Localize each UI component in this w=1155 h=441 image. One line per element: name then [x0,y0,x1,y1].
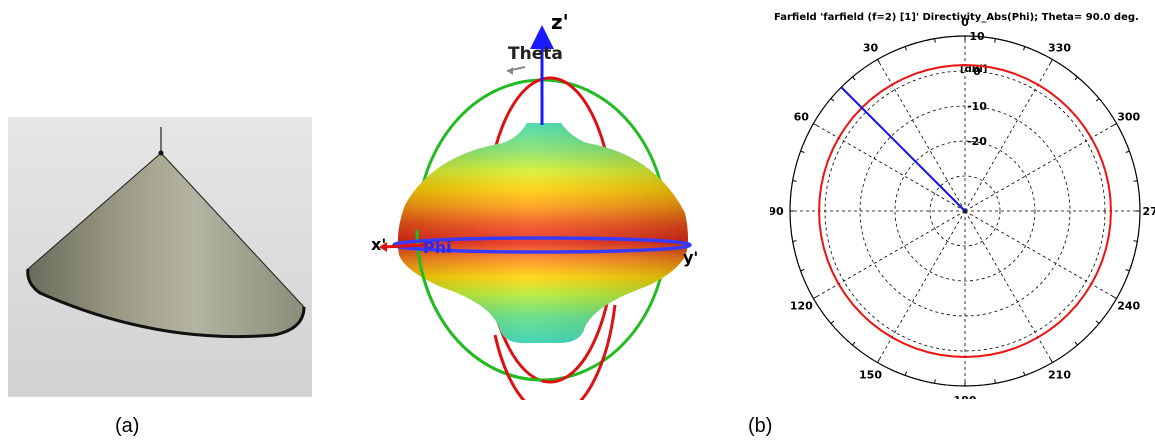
angle-tick [877,59,880,64]
angle-label: 330 [1048,41,1071,54]
chart-title: Farfield 'farfield (f=2) [1]' Directivit… [774,12,1139,23]
grid-spoke [964,210,1053,363]
angle-tick [792,240,797,242]
grid-circle [894,140,1036,282]
angle-tick [994,38,996,43]
angle-label: 60 [794,111,810,124]
angle-tick [800,269,805,272]
grid-spoke [813,210,966,299]
unit-label: [dBi] [960,64,987,75]
angle-tick [1112,123,1117,126]
angle-tick [1095,98,1100,102]
angle-label: 180 [954,394,977,399]
polar-chart: Farfield 'farfield (f=2) [1]' Directivit… [768,12,1155,407]
grid-spoke [964,210,1117,299]
angle-tick [1023,371,1026,376]
grid-circle [929,175,1001,247]
angle-tick [1074,76,1078,81]
angle-tick [1074,341,1078,346]
angle-tick [1133,240,1138,242]
angle-tick [904,371,907,376]
angle-tick [813,123,818,126]
radial-label: 0 [973,65,981,78]
x-axis-label: x' [371,235,386,254]
angle-label: 240 [1117,300,1140,313]
angle-tick [934,38,936,43]
angle-tick [1095,320,1100,324]
x-axis [382,243,426,249]
caption-a: (a) [115,415,140,437]
x-axis-head [379,242,387,252]
angle-label: 30 [863,41,879,54]
cone-apex [158,150,164,156]
angle-tick [877,358,880,363]
theta-arrow-head [507,67,513,75]
angle-tick [852,76,856,81]
radiation-pattern-3d: z' Theta x' Phi y' [355,5,700,418]
main-lobe-marker [840,86,966,212]
polar-series [818,64,1112,358]
cone-model-view [8,117,312,397]
caption-b: (b) [748,415,773,437]
phi-ring-green-front [415,229,543,382]
angle-tick [800,150,805,153]
angle-tick [1050,358,1053,363]
angle-tick [1125,150,1130,153]
polar-angle-labels: 0 30 60 90 120 150 180 210 240 270 300 330 [768,16,1155,407]
angle-tick [813,296,818,299]
radial-label: -20 [967,135,987,148]
pattern-shading [397,123,688,343]
pattern3d-graphic: z' Theta x' Phi y' [371,10,698,418]
angle-tick [792,180,797,182]
z-axis-label: z' [551,10,569,34]
radial-label: -10 [967,100,987,113]
angle-label: 210 [1048,369,1071,382]
angle-label: 150 [859,369,882,382]
cone-model-image [8,117,312,397]
angle-tick [1023,46,1026,51]
angle-tick [994,379,996,384]
polar-plot: Farfield 'farfield (f=2) [1]' Directivit… [768,4,1155,407]
angle-tick [1133,180,1138,182]
y-axis-label: y' [683,248,698,267]
angle-tick [830,320,835,324]
angle-tick [852,341,856,346]
cone-rim [26,268,306,339]
angle-tick [934,379,936,384]
directivity-trace [818,64,1112,358]
angle-tick [1125,269,1130,272]
angle-label: 270 [1143,205,1155,218]
angle-label: 300 [1117,111,1140,124]
angle-tick [1050,59,1053,64]
angle-label: 90 [770,205,784,218]
radial-label: 10 [969,30,985,43]
angle-tick [830,98,835,102]
theta-label: Theta [508,44,563,64]
angle-tick [1112,296,1117,299]
polar-radial-labels: 10 0 -10 -20 [967,30,987,148]
angle-tick [904,46,907,51]
angle-label: 120 [790,300,813,313]
grid-spoke [877,210,966,363]
phi-label: Phi [423,238,452,257]
grid-spoke [964,123,1117,212]
angle-label: 0 [961,16,969,29]
